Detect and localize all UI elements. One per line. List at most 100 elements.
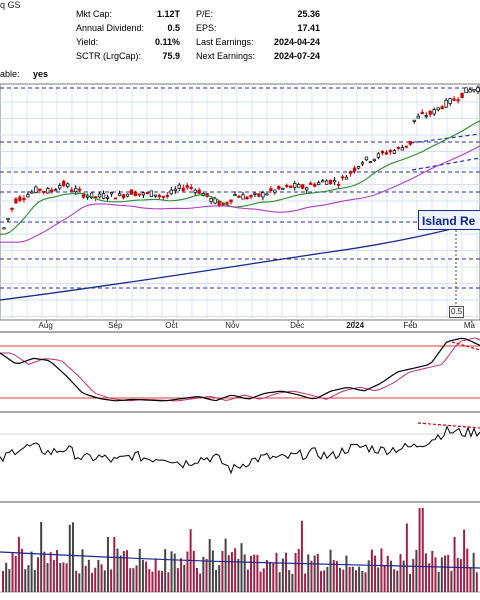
volume-bar: [310, 560, 313, 592]
volume-bar: [157, 570, 160, 592]
price-candle-body: [384, 152, 389, 155]
volume-bar: [250, 555, 253, 592]
volume-bar: [116, 548, 119, 592]
price-candle-body: [396, 146, 400, 149]
price-candle-body: [420, 112, 424, 114]
price-candle-body: [412, 119, 416, 122]
x-axis-label: Ma: [463, 321, 475, 330]
price-candle-body: [125, 193, 130, 197]
price-candle-body: [105, 196, 110, 199]
price-candle-body: [241, 194, 245, 200]
volume-bar: [393, 569, 396, 592]
volume-bar: [396, 570, 399, 592]
volume-bar: [224, 538, 227, 592]
price-candle-body: [416, 115, 420, 119]
volume-bar: [8, 569, 11, 592]
volume-bar: [132, 568, 135, 592]
volume-bar: [348, 566, 351, 592]
price-candle-body: [305, 187, 309, 191]
volume-bar: [281, 558, 284, 592]
volume-bar: [2, 571, 4, 592]
volume-bar: [62, 562, 65, 592]
volume-bar: [434, 557, 437, 592]
price-candle-body: [189, 186, 193, 189]
price-candle-body: [78, 188, 82, 191]
volume-bar: [339, 567, 342, 592]
volume-bar: [262, 568, 265, 592]
volume-bar: [431, 550, 434, 592]
volume-bar: [269, 561, 272, 592]
volume-bar: [437, 571, 440, 592]
price-candle-body: [30, 191, 34, 194]
volume-bar: [294, 553, 297, 592]
volume-bar: [265, 560, 268, 592]
price-candle-body: [440, 106, 444, 110]
header-label-yield: Yield:: [76, 37, 99, 47]
volume-bar: [186, 551, 189, 592]
x-axis-label: Aug: [38, 321, 53, 330]
volume-bar: [326, 566, 329, 592]
price-candle-body: [82, 193, 86, 198]
price-candle-body: [54, 189, 58, 192]
volume-bar: [364, 572, 367, 592]
volume-bar: [215, 570, 218, 592]
price-candle-body: [149, 190, 154, 197]
volume-bar: [148, 569, 151, 592]
price-candle-body: [229, 199, 233, 203]
volume-bar: [418, 508, 421, 592]
volume-bar: [291, 573, 294, 592]
stoch-signal-line: [0, 337, 480, 402]
header-value-optionable: yes: [32, 69, 48, 79]
price-candle-body: [157, 195, 161, 198]
price-candle-body: [309, 182, 313, 185]
price-candle-body: [340, 176, 345, 179]
divergence-line: [417, 422, 480, 429]
volume-bar: [450, 571, 453, 592]
price-candle-body: [133, 191, 138, 197]
volume-bar: [453, 536, 456, 592]
price-candle-body: [34, 186, 38, 194]
price-candle-body: [121, 194, 126, 199]
volume-bar: [46, 563, 49, 592]
header-label-last-earnings: Last Earnings:: [196, 37, 254, 47]
price-candle-body: [113, 197, 118, 200]
volume-bar: [459, 559, 462, 592]
price-candle-body: [317, 182, 321, 185]
volume-bar: [354, 570, 357, 592]
price-candle-body: [344, 176, 349, 180]
price-candle-body: [468, 89, 472, 93]
price-candle-body: [301, 184, 305, 189]
price-candle-body: [368, 161, 373, 164]
price-candle-body: [161, 195, 165, 198]
price-candle-body: [141, 192, 146, 196]
volume-bar: [399, 554, 402, 592]
price-candle-body: [277, 186, 281, 190]
volume-bar: [307, 554, 310, 592]
volume-bar: [272, 563, 275, 592]
volume-bar: [71, 522, 74, 592]
volume-bar: [87, 559, 90, 592]
volume-bar: [27, 565, 30, 592]
price-candle-body: [376, 153, 381, 158]
price-candle-body: [476, 87, 480, 92]
volume-bar: [145, 561, 148, 592]
price-candle-body: [185, 185, 189, 188]
volume-bar: [447, 554, 450, 592]
price-candle-body: [14, 198, 18, 204]
volume-bar: [367, 560, 370, 592]
price-candle-body: [165, 194, 169, 197]
volume-bar: [49, 552, 52, 592]
volume-bar: [230, 552, 233, 592]
volume-bar: [469, 567, 472, 592]
header-label-optionable: able:: [0, 69, 20, 79]
volume-bar: [183, 564, 186, 592]
header-value-sctr: 75.9: [162, 51, 180, 61]
volume-bar: [256, 554, 259, 592]
volume-bar: [110, 569, 113, 592]
price-candle-body: [237, 195, 241, 198]
price-candle-body: [245, 196, 249, 200]
volume-bar: [14, 555, 17, 592]
volume-bar: [466, 548, 469, 592]
volume-bar: [211, 550, 214, 592]
price-candle-body: [269, 188, 273, 192]
